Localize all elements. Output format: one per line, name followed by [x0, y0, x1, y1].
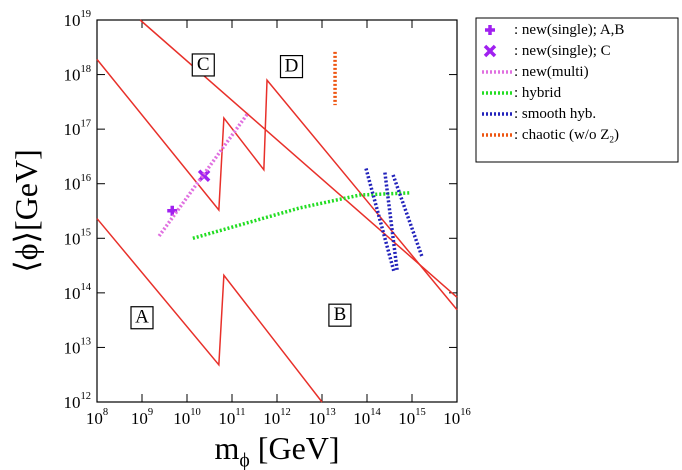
y-tick-label: 1015​ [63, 228, 91, 248]
y-tick-label: 1014​ [63, 282, 91, 302]
x-tick-label: 1014​ [353, 408, 381, 428]
y-tick-label: 1016​ [63, 173, 91, 193]
annotation: B [334, 305, 347, 326]
y-tick-label: 1013​ [63, 337, 91, 357]
x-axis-label: mϕ​ [GeV] [214, 430, 339, 470]
y-tick-label: 1019​ [63, 10, 91, 30]
legend-label: : new(multi) [514, 64, 589, 80]
y-tick-label: 1018​ [63, 64, 91, 84]
legend-label: : new(single); A,B [514, 22, 624, 38]
x-tick-label: 108​ [86, 408, 108, 428]
boundary-line [96, 218, 323, 403]
series-line [157, 111, 250, 238]
y-tick-label: 1017​ [63, 119, 91, 139]
legend-label: : hybrid [514, 85, 562, 101]
legend-label: : chaotic (w/o Z2​) [514, 127, 619, 145]
annotation-box [130, 306, 154, 330]
y-axis-label: ⟨ϕ⟩[GeV] [8, 149, 44, 273]
x-tick-label: 1012​ [263, 408, 291, 428]
legend-label: : smooth hyb. [514, 106, 596, 122]
annotation-box [279, 54, 304, 79]
boundary-line [96, 58, 458, 311]
marker [197, 169, 211, 182]
annotation: C [197, 54, 210, 75]
annotation-box [191, 53, 215, 77]
x-tick-label: 1011​ [218, 408, 245, 428]
annotation-box [328, 303, 352, 327]
marker [167, 205, 178, 216]
series-line [364, 168, 425, 273]
x-tick-label: 1016​ [443, 408, 471, 428]
x-tick-label: 1015​ [398, 408, 426, 428]
annotation: A [135, 307, 149, 328]
legend-marker [483, 44, 497, 58]
legend-label: : new(single); C [514, 43, 611, 59]
annotation: D [285, 56, 299, 77]
legend-marker [485, 25, 495, 35]
x-tick-label: 109​ [131, 408, 153, 428]
series-line [192, 191, 411, 240]
x-tick-label: 1013​ [308, 408, 336, 428]
x-tick-label: 1010​ [173, 408, 201, 428]
y-tick-label: 1012​ [63, 392, 91, 412]
legend-box [475, 17, 679, 163]
